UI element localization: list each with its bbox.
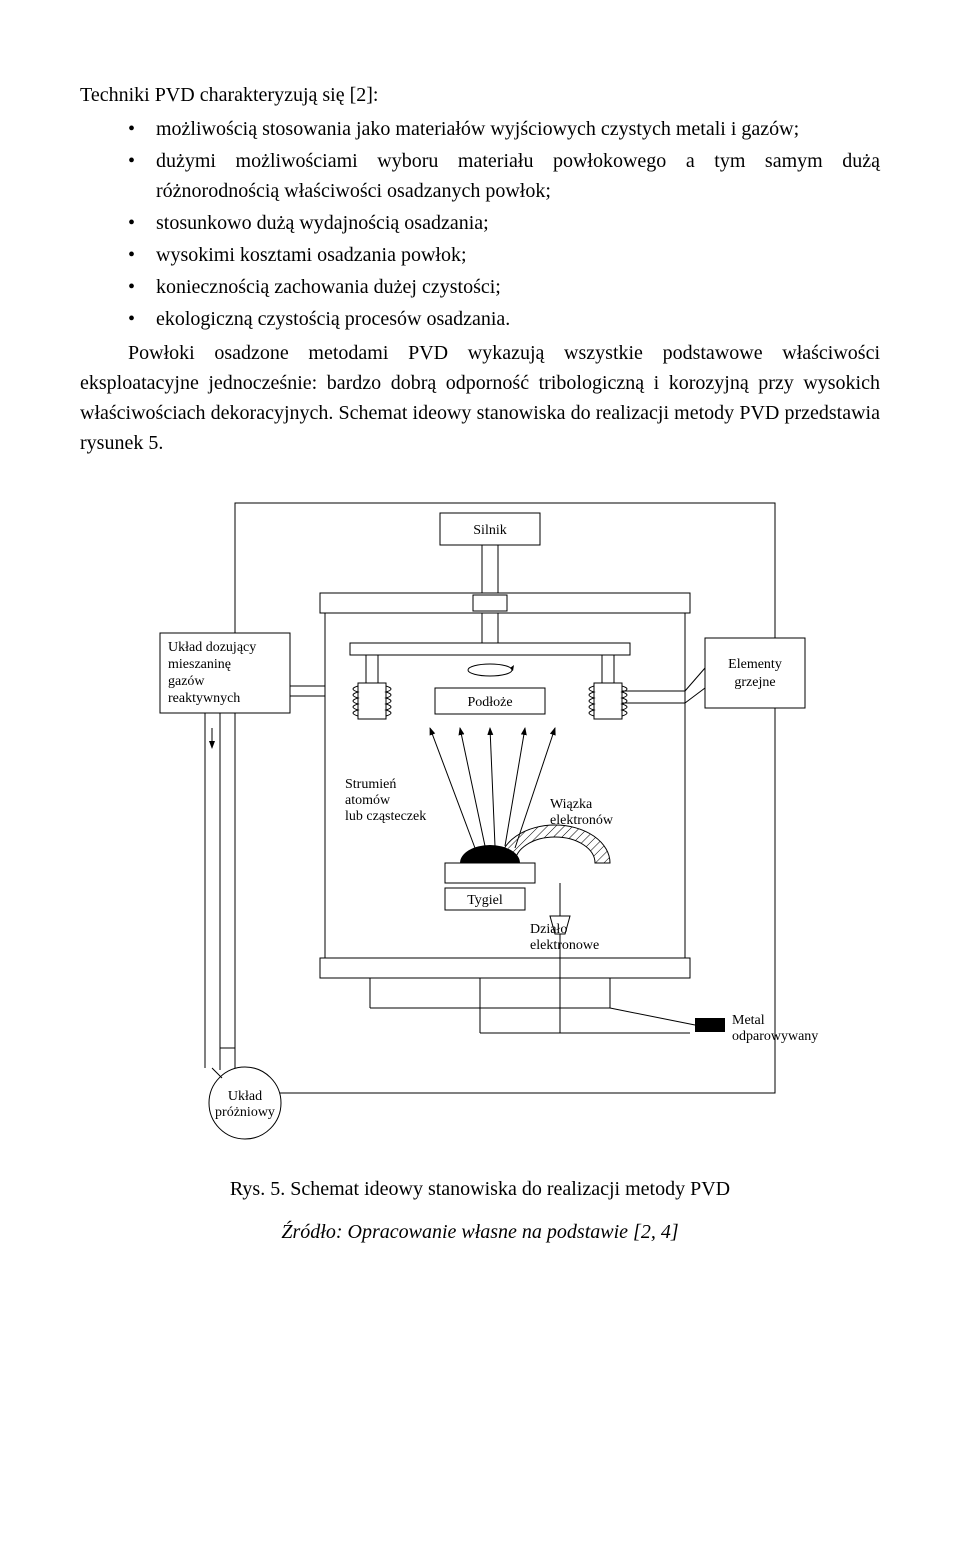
grzejne-line2: grzejne	[734, 675, 775, 690]
pvd-diagram: Silnik Podł	[130, 488, 830, 1148]
silnik-label: Silnik	[473, 523, 506, 538]
metal-block	[695, 1018, 725, 1032]
uklad-doz-line3: gazów	[168, 674, 205, 689]
bullet-item: możliwością stosowania jako materiałów w…	[128, 114, 880, 144]
uklad-doz-line2: mieszaninę	[168, 657, 231, 672]
metal-line1: Metal	[732, 1013, 765, 1028]
bullet-list: możliwością stosowania jako materiałów w…	[80, 114, 880, 334]
uklad-doz-line4: reaktywnych	[168, 691, 240, 706]
metal-line2: odparowywany	[732, 1029, 818, 1044]
bullet-item: ekologiczną czystością procesów osadzani…	[128, 304, 880, 334]
figure-source: Źródło: Opracowanie własne na podstawie …	[80, 1221, 880, 1244]
intro-text: Techniki PVD charakteryzują się [2]:	[80, 80, 880, 110]
bullet-item: dużymi możliwościami wyboru materiału po…	[128, 146, 880, 206]
diagram-container: Silnik Podł	[80, 488, 880, 1148]
dzialo-line1: Działo	[530, 922, 567, 937]
dzialo-line2: elektronowe	[530, 938, 599, 953]
strumien-line1: Strumień	[345, 777, 396, 792]
grzejne-box	[705, 638, 805, 708]
prozniowy-line2: próżniowy	[215, 1105, 275, 1120]
strumien-line2: atomów	[345, 793, 391, 808]
bullet-item: koniecznością zachowania dużej czystości…	[128, 272, 880, 302]
bullet-item: wysokimi kosztami osadzania powłok;	[128, 240, 880, 270]
strumien-line3: lub cząsteczek	[345, 809, 426, 824]
figure-caption: Rys. 5. Schemat ideowy stanowiska do rea…	[80, 1178, 880, 1201]
wiazka-line1: Wiązka	[550, 797, 593, 812]
tygiel-label: Tygiel	[467, 893, 503, 908]
paragraph-text: Powłoki osadzone metodami PVD wykazują w…	[80, 338, 880, 458]
wiazka-line2: elektronów	[550, 813, 614, 828]
bullet-item: stosunkowo dużą wydajnością osadzania;	[128, 208, 880, 238]
prozniowy-line1: Układ	[228, 1089, 262, 1104]
uklad-doz-line1: Układ dozujący	[168, 640, 256, 655]
podloze-label: Podłoże	[467, 695, 512, 710]
grzejne-line1: Elementy	[728, 657, 782, 672]
